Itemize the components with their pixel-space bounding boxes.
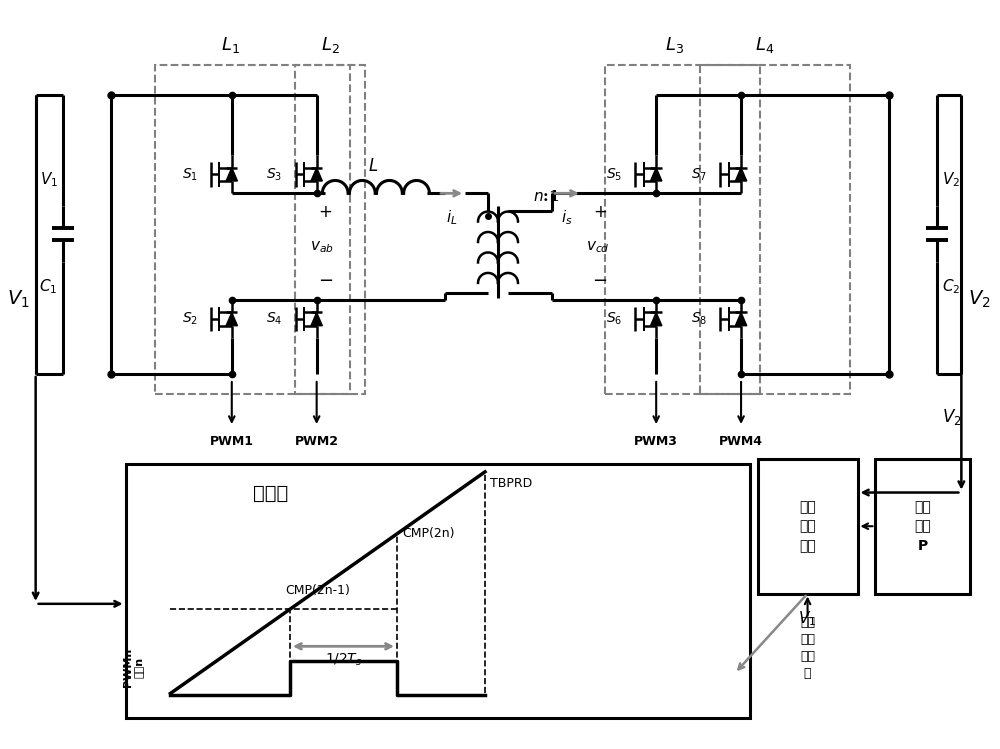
Text: PWM2: PWM2 bbox=[295, 435, 339, 448]
Text: $V_1$: $V_1$ bbox=[40, 171, 58, 189]
Text: PWM3: PWM3 bbox=[634, 435, 678, 448]
Text: $S_1$: $S_1$ bbox=[182, 166, 198, 183]
Text: −: − bbox=[318, 272, 333, 290]
Polygon shape bbox=[226, 168, 237, 181]
Bar bbox=[758, 459, 858, 594]
Text: $C_2$: $C_2$ bbox=[942, 277, 961, 296]
Text: $S_2$: $S_2$ bbox=[182, 311, 198, 327]
Text: PWM1: PWM1 bbox=[210, 435, 254, 448]
Text: $n$:1: $n$:1 bbox=[533, 189, 559, 204]
Text: $v_{ab}$: $v_{ab}$ bbox=[310, 239, 334, 255]
Text: $S_6$: $S_6$ bbox=[606, 311, 622, 327]
Polygon shape bbox=[650, 168, 662, 181]
Text: $V_2$: $V_2$ bbox=[942, 171, 960, 189]
Bar bbox=[295, 64, 365, 394]
Text: $v_{cd}$: $v_{cd}$ bbox=[586, 239, 610, 255]
Text: $L$: $L$ bbox=[368, 158, 379, 175]
Text: +: + bbox=[593, 203, 607, 221]
Text: $V_1$: $V_1$ bbox=[798, 609, 817, 628]
Text: $S_8$: $S_8$ bbox=[691, 311, 707, 327]
Text: +: + bbox=[318, 203, 332, 221]
Text: PWMn
载波n: PWMn 载波n bbox=[123, 648, 144, 687]
Text: $V_1$: $V_1$ bbox=[7, 288, 30, 310]
Text: $V_2$: $V_2$ bbox=[968, 288, 991, 310]
Text: $C_1$: $C_1$ bbox=[39, 277, 58, 296]
Text: $V_2$: $V_2$ bbox=[942, 407, 961, 427]
Text: PWM4: PWM4 bbox=[719, 435, 763, 448]
Text: $1/2T_s$: $1/2T_s$ bbox=[325, 652, 362, 667]
Text: $L_4$: $L_4$ bbox=[755, 34, 774, 55]
Bar bbox=[875, 459, 970, 594]
Text: $S_5$: $S_5$ bbox=[606, 166, 622, 183]
Text: 传输
功率
P: 传输 功率 P bbox=[915, 500, 931, 553]
Text: $L_1$: $L_1$ bbox=[221, 34, 240, 55]
Text: CMP(2n): CMP(2n) bbox=[402, 527, 454, 540]
Text: $L_3$: $L_3$ bbox=[665, 34, 684, 55]
Text: −: − bbox=[592, 272, 607, 290]
Bar bbox=[700, 64, 850, 394]
Polygon shape bbox=[311, 312, 322, 326]
Bar bbox=[605, 64, 760, 394]
Text: 计算
各移
相角: 计算 各移 相角 bbox=[799, 500, 816, 553]
Text: $L_2$: $L_2$ bbox=[321, 34, 340, 55]
Polygon shape bbox=[311, 168, 322, 181]
Text: 寄存
器参
数更
新: 寄存 器参 数更 新 bbox=[800, 616, 815, 681]
Polygon shape bbox=[226, 312, 237, 326]
Bar bbox=[126, 464, 750, 718]
Text: $S_7$: $S_7$ bbox=[691, 166, 707, 183]
Text: $i_s$: $i_s$ bbox=[561, 208, 573, 227]
Text: 控制器: 控制器 bbox=[253, 484, 288, 503]
Text: $S_3$: $S_3$ bbox=[266, 166, 283, 183]
Polygon shape bbox=[650, 312, 662, 326]
Text: $S_4$: $S_4$ bbox=[266, 311, 283, 327]
Polygon shape bbox=[735, 312, 747, 326]
Text: TBPRD: TBPRD bbox=[490, 477, 532, 490]
Bar bbox=[155, 64, 350, 394]
Text: CMP(2n-1): CMP(2n-1) bbox=[285, 584, 350, 597]
Text: $i_L$: $i_L$ bbox=[446, 208, 458, 227]
Polygon shape bbox=[735, 168, 747, 181]
